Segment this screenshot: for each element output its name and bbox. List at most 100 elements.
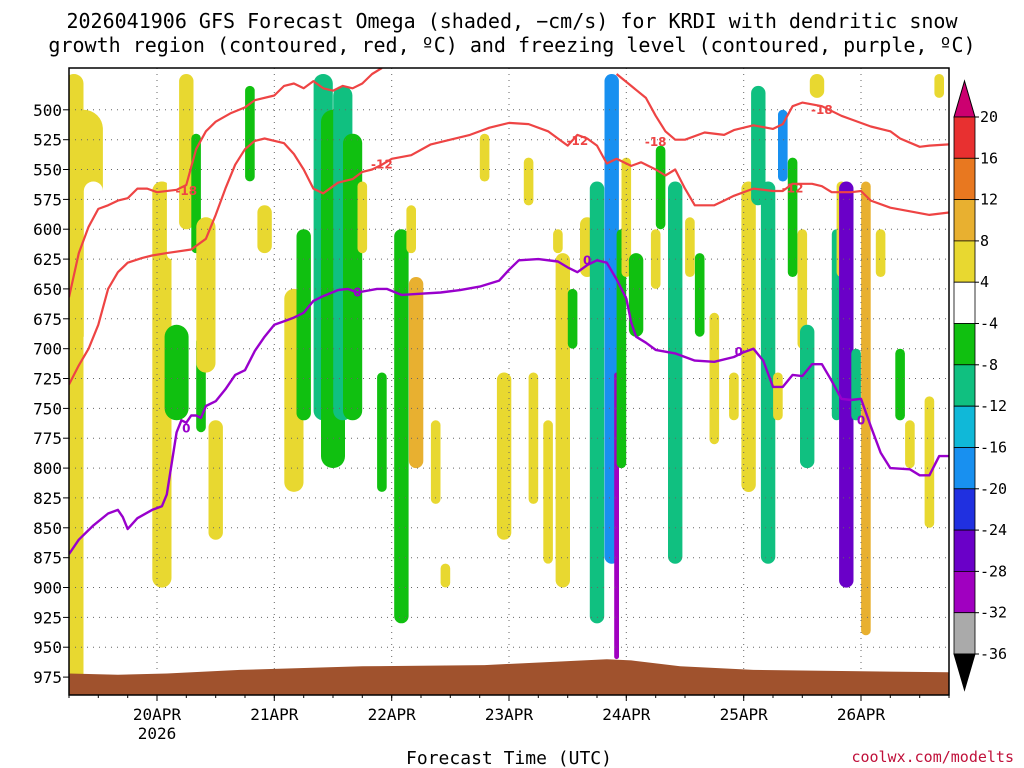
y-tick-label: 750: [33, 399, 62, 418]
x-tick-label: 23APR: [485, 705, 534, 724]
contour-layer: -18 -12 -12 -12 -18 -18 0 0 0 0 0: [69, 68, 949, 555]
colorbar-label: -32: [980, 604, 1007, 622]
colorbar-label: -20: [980, 480, 1007, 498]
omega-cell: [839, 181, 854, 588]
temp-contour-label: -18: [175, 184, 197, 198]
colorbar-box: [953, 281, 976, 324]
omega-cell: [797, 229, 808, 349]
colorbar-label: -8: [980, 356, 998, 374]
colorbar-box: [953, 157, 976, 201]
y-tick-label: 975: [33, 668, 62, 687]
y-tick-label: 675: [33, 310, 62, 329]
colorbar-label: -16: [980, 439, 1007, 457]
colorbar-box: [953, 571, 976, 614]
colorbar-label: -36: [980, 645, 1007, 663]
omega-cell: [787, 157, 798, 277]
omega-cell: [694, 253, 705, 337]
y-tick-label: 800: [33, 459, 62, 478]
omega-cell: [125, 396, 131, 457]
omega-cell: [555, 253, 570, 588]
omega-cell: [164, 324, 189, 421]
colorbar-label: 12: [980, 191, 998, 209]
colorbar-label: 16: [980, 149, 998, 167]
x-tick-label: 26APR: [837, 705, 886, 724]
omega-cell: [628, 253, 644, 337]
omega-cell: [553, 229, 563, 254]
y-axis: 500 525 550 575 600 625 650 675 700 725 750 775 800 8…: [33, 101, 69, 687]
omega-cell: [589, 181, 605, 624]
omega-cell: [394, 229, 409, 624]
omega-cell: [729, 372, 739, 421]
omega-cell: [257, 205, 272, 254]
colorbar-box: [953, 612, 976, 655]
omega-cell: [83, 181, 103, 349]
freezing-level-label: 0: [182, 422, 190, 436]
y-tick-label: 825: [33, 489, 62, 508]
omega-cell: [245, 85, 255, 182]
y-tick-label: 850: [33, 519, 62, 538]
omega-cell: [800, 324, 815, 469]
colorbar-label: 4: [980, 273, 989, 291]
omega-cell: [668, 181, 683, 564]
omega-cell: [773, 372, 783, 421]
credit-text: coolwx.com/modelts: [851, 748, 1014, 766]
omega-cell: [543, 420, 553, 564]
y-tick-label: 900: [33, 579, 62, 598]
omega-cell: [851, 348, 861, 421]
colorbar-label: 20: [980, 108, 998, 126]
omega-cell: [479, 133, 490, 182]
chart-title-line1: 2026041906 GFS Forecast Omega (shaded, −…: [66, 9, 958, 33]
temp-contour-label: -12: [371, 158, 393, 172]
colorbar-box: [953, 199, 976, 242]
colorbar-box: [953, 405, 976, 448]
omega-cell: [408, 277, 424, 469]
colorbar-label: -4: [980, 315, 998, 333]
omega-cell: [296, 229, 311, 421]
plot-area: -18 -12 -12 -12 -18 -18 0 0 0 0 0: [68, 67, 950, 696]
freezing-level-contour: [69, 257, 949, 555]
omega-cell: [343, 133, 363, 421]
omega-cell: [523, 157, 534, 206]
colorbar-box: [953, 240, 976, 283]
omega-cell: [567, 288, 578, 349]
x-tick-sublabel: 2026: [138, 724, 177, 743]
colorbar-label: -12: [980, 397, 1007, 415]
omega-cell: [430, 420, 441, 504]
omega-cell: [357, 181, 368, 254]
y-tick-label: 625: [33, 250, 62, 269]
omega-cell: [152, 181, 172, 588]
omega-cell: [809, 74, 825, 98]
omega-cell: [875, 229, 886, 277]
omega-cell: [685, 217, 695, 277]
omega-cell: [924, 396, 935, 528]
omega-cell: [196, 217, 216, 373]
y-tick-label: 600: [33, 220, 62, 239]
temp-contour: [69, 121, 949, 386]
y-tick-label: 650: [33, 280, 62, 299]
omega-cell: [440, 563, 451, 588]
x-tick-label: 24APR: [602, 705, 651, 724]
y-tick-label: 700: [33, 340, 62, 359]
freezing-level-label: 0: [857, 413, 865, 427]
colorbar-label: -28: [980, 562, 1007, 580]
x-axis-label: Forecast Time (UTC): [406, 748, 612, 768]
colorbar-box: [953, 116, 976, 159]
colorbar-box: [953, 529, 976, 572]
omega-cell: [179, 74, 194, 230]
y-tick-label: 875: [33, 549, 62, 568]
y-tick-label: 950: [33, 638, 62, 657]
colorbar: 20 16 12 8 4 -4 -8 -12 -16 -20 -24 -28 -32 -36: [953, 79, 1007, 692]
y-tick-label: 500: [33, 101, 62, 120]
temp-contour-label: -18: [645, 135, 667, 149]
colorbar-box: [953, 364, 976, 407]
omega-cell: [650, 229, 661, 289]
colorbar-top-triangle: [953, 79, 976, 118]
freezing-level-label: 0: [353, 286, 361, 300]
y-tick-label: 525: [33, 131, 62, 150]
temp-contour: [69, 68, 383, 298]
y-tick-label: 550: [33, 161, 62, 180]
omega-cell: [861, 181, 871, 636]
omega-cell: [709, 312, 720, 445]
grid-lines: [69, 68, 949, 695]
